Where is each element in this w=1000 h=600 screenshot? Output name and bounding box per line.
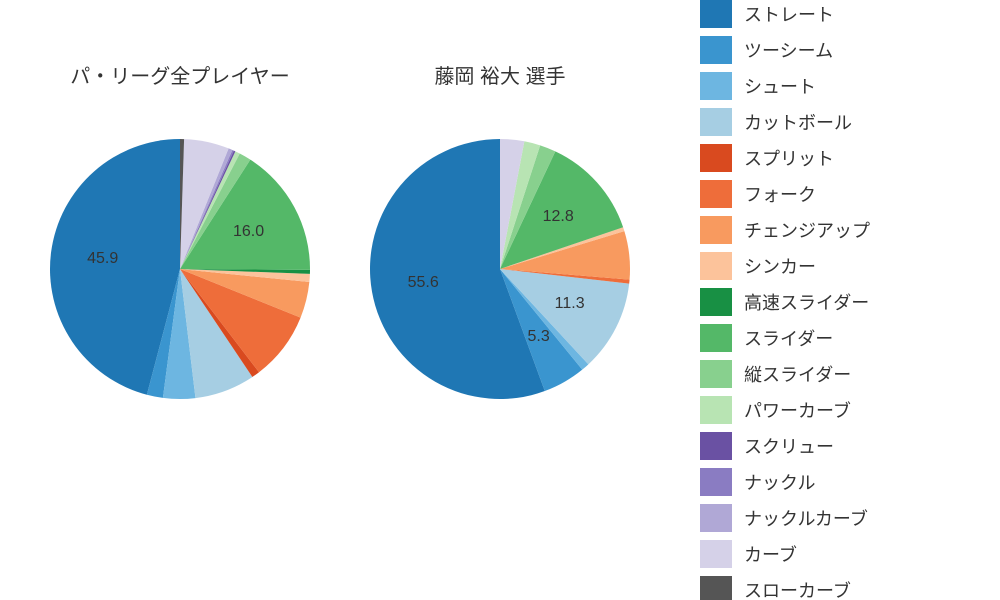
legend-item: スローカーブ [700, 576, 980, 600]
legend-item: フォーク [700, 180, 980, 208]
legend-item: 高速スライダー [700, 288, 980, 316]
legend-label: チェンジアップ [744, 217, 870, 243]
chart-left: パ・リーグ全プレイヤー 45.9 16.0 [20, 60, 340, 560]
legend-swatch [700, 324, 732, 352]
legend-swatch [700, 576, 732, 600]
legend-label: ストレート [744, 1, 834, 27]
legend-swatch [700, 108, 732, 136]
legend-swatch [700, 360, 732, 388]
legend-item: 縦スライダー [700, 360, 980, 388]
pie-left: 45.9 16.0 [30, 119, 330, 419]
legend-label: スライダー [744, 325, 833, 351]
legend-item: スクリュー [700, 432, 980, 460]
legend-swatch [700, 288, 732, 316]
legend-label: スクリュー [744, 433, 834, 459]
legend-item: シンカー [700, 252, 980, 280]
pie-slice-label: 11.3 [555, 295, 585, 313]
pie-slice-label: 45.9 [87, 250, 118, 268]
chart-title-right: 藤岡 裕大 選手 [434, 60, 565, 89]
legend-label: ナックル [744, 469, 815, 495]
legend-swatch [700, 216, 732, 244]
legend-item: カーブ [700, 540, 980, 568]
legend-item: チェンジアップ [700, 216, 980, 244]
legend-label: パワーカーブ [744, 397, 851, 423]
pie-slice-label: 5.3 [528, 328, 550, 346]
chart-container: パ・リーグ全プレイヤー 45.9 16.0 藤岡 裕大 選手 55.6 5.3 11.… [0, 0, 1000, 600]
legend-label: フォーク [744, 181, 816, 207]
legend-item: ナックル [700, 468, 980, 496]
legend-label: カーブ [744, 541, 797, 567]
legend-label: シュート [744, 73, 816, 99]
legend-swatch [700, 504, 732, 532]
charts-row: パ・リーグ全プレイヤー 45.9 16.0 藤岡 裕大 選手 55.6 5.3 11.… [20, 60, 670, 560]
chart-right: 藤岡 裕大 選手 55.6 5.3 11.3 12.8 [340, 60, 660, 560]
legend-item: スライダー [700, 324, 980, 352]
pie-svg-right [350, 119, 650, 419]
legend-swatch [700, 0, 732, 28]
legend-swatch [700, 36, 732, 64]
legend-label: シンカー [744, 253, 816, 279]
legend-swatch [700, 72, 732, 100]
legend-label: ナックルカーブ [744, 505, 868, 531]
legend-label: 縦スライダー [744, 361, 851, 387]
pie-right: 55.6 5.3 11.3 12.8 [350, 119, 650, 419]
chart-title-left: パ・リーグ全プレイヤー [70, 60, 289, 89]
legend-swatch [700, 144, 732, 172]
legend-swatch [700, 396, 732, 424]
legend-item: ナックルカーブ [700, 504, 980, 532]
legend-swatch [700, 468, 732, 496]
legend-label: カットボール [744, 109, 852, 135]
legend-label: スローカーブ [744, 577, 851, 600]
legend-item: ツーシーム [700, 36, 980, 64]
pie-svg-left [30, 119, 330, 419]
pie-slice-label: 55.6 [408, 274, 439, 292]
legend-item: ストレート [700, 0, 980, 28]
legend-swatch [700, 540, 732, 568]
legend-label: ツーシーム [744, 37, 833, 63]
pie-slice-label: 16.0 [233, 223, 264, 241]
legend-swatch [700, 432, 732, 460]
legend-item: カットボール [700, 108, 980, 136]
legend: ストレートツーシームシュートカットボールスプリットフォークチェンジアップシンカー… [700, 0, 980, 600]
legend-label: スプリット [744, 145, 834, 171]
legend-swatch [700, 252, 732, 280]
legend-label: 高速スライダー [744, 289, 869, 315]
legend-swatch [700, 180, 732, 208]
legend-item: シュート [700, 72, 980, 100]
pie-slice-label: 12.8 [543, 208, 574, 226]
legend-item: パワーカーブ [700, 396, 980, 424]
legend-item: スプリット [700, 144, 980, 172]
